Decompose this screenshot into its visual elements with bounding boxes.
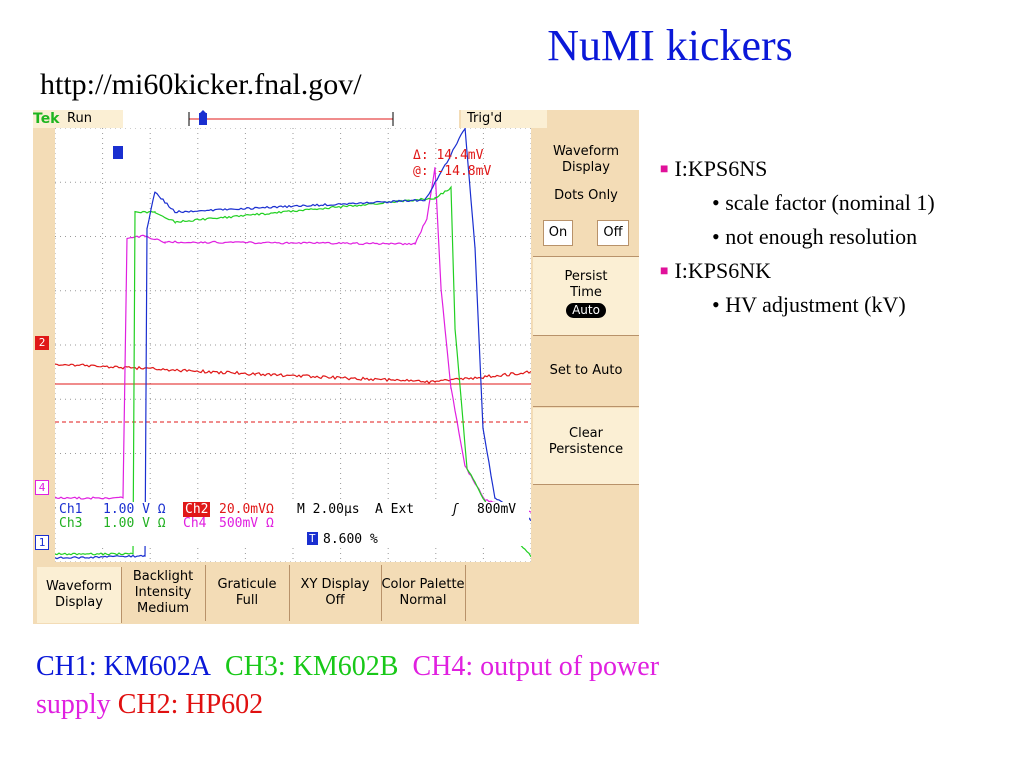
- cursor-position: @: -14.8mV: [413, 164, 491, 179]
- channel-caption: CH1: KM602A CH3: KM602B CH4: output of p…: [36, 648, 716, 724]
- bullet-square-icon: ■: [660, 264, 668, 279]
- bottom-menu: Waveform Display Backlight Intensity Med…: [33, 565, 639, 623]
- trigger-slope-icon: ʃ: [453, 502, 457, 517]
- trigger-source: A Ext: [375, 502, 414, 517]
- waveform-display-heading: Waveform Display: [533, 144, 639, 180]
- trigger-state: Trig'd: [461, 110, 547, 128]
- ch1-label: Ch1: [59, 502, 82, 517]
- dots-on-button[interactable]: On: [543, 220, 573, 246]
- bullet-square-icon: ■: [660, 162, 668, 177]
- persist-time-label: Persist Time: [533, 257, 639, 303]
- bottom-menu-label: Waveform Display: [37, 579, 121, 611]
- run-state: Run: [63, 110, 127, 128]
- trigger-position: 8.600 %: [323, 532, 378, 547]
- record-view-bar: [123, 110, 459, 128]
- sub-bullet-item: • HV adjustment (kV): [712, 292, 906, 318]
- ch4-label: Ch4: [183, 516, 206, 531]
- xy-display-button[interactable]: XY Display Off: [289, 565, 382, 621]
- dots-only-label: Dots Only: [533, 188, 639, 206]
- graticule: Δ: 14.4mV @: -14.8mV Ch1 1.00 V Ω Ch2 20…: [55, 128, 531, 562]
- ch2-ref-marker: 2: [35, 336, 49, 350]
- bullet-item: ■ I:KPS6NK: [660, 258, 771, 284]
- persist-time-button[interactable]: Persist Time Auto: [533, 256, 639, 336]
- bullet-item: ■ I:KPS6NS: [660, 156, 767, 182]
- timebase: M 2.00µs: [297, 502, 360, 517]
- bottom-menu-label: XY Display Off: [289, 577, 381, 609]
- clear-persistence-label: Clear Persistence: [533, 408, 639, 458]
- persist-time-value: Auto: [566, 303, 606, 318]
- ch1-scale: 1.00 V Ω: [103, 502, 166, 517]
- dots-off-button[interactable]: Off: [597, 220, 629, 246]
- oscilloscope-screen: Tek Run Trig'd Δ: 14.4mV @: -14.8mV Ch1 …: [33, 110, 639, 624]
- ch4-ref-marker: 4: [35, 480, 49, 495]
- trigger-marker-icon: [113, 146, 123, 159]
- sub-bullet-item: • not enough resolution: [712, 224, 917, 250]
- graticule-button[interactable]: Graticule Full: [205, 565, 290, 621]
- bottom-menu-label: Graticule Full: [205, 577, 289, 609]
- bullet-text: I:KPS6NS: [674, 156, 767, 181]
- cursor-delta: Δ: 14.4mV: [413, 148, 483, 163]
- sub-bullet-item: • scale factor (nominal 1): [712, 190, 935, 216]
- set-to-auto-button[interactable]: Set to Auto: [533, 336, 639, 407]
- ch2-scale: 20.0mVΩ: [219, 502, 274, 517]
- trigger-level: 800mV: [477, 502, 516, 517]
- bottom-menu-label: Backlight Intensity Medium: [121, 569, 205, 617]
- slide-title: NuMI kickers: [500, 20, 840, 71]
- slide-url: http://mi60kicker.fnal.gov/: [40, 68, 362, 102]
- backlight-intensity-button[interactable]: Backlight Intensity Medium: [121, 565, 206, 621]
- channel-status: Ch1 1.00 V Ω Ch2 20.0mVΩ M 2.00µs A Ext …: [59, 502, 529, 546]
- caption-ch3: CH3: KM602B: [225, 651, 398, 682]
- brand-logo: Tek: [33, 110, 63, 128]
- ch2-label: Ch2: [183, 502, 210, 517]
- clear-persistence-button[interactable]: Clear Persistence: [533, 408, 639, 485]
- bottom-menu-label: Color Palette Normal: [381, 577, 465, 609]
- ch4-scale: 500mV Ω: [219, 516, 274, 531]
- trigger-position-icon: T: [307, 532, 318, 545]
- caption-ch2: CH2: HP602: [118, 689, 263, 720]
- ch3-label: Ch3: [59, 516, 82, 531]
- ch1-ref-marker: 1: [35, 535, 49, 550]
- bottom-waveform-display-button[interactable]: Waveform Display: [37, 567, 122, 623]
- caption-ch1: CH1: KM602A: [36, 651, 211, 682]
- color-palette-button[interactable]: Color Palette Normal: [381, 565, 466, 621]
- bullet-text: I:KPS6NK: [674, 258, 771, 283]
- ch3-scale: 1.00 V Ω: [103, 516, 166, 531]
